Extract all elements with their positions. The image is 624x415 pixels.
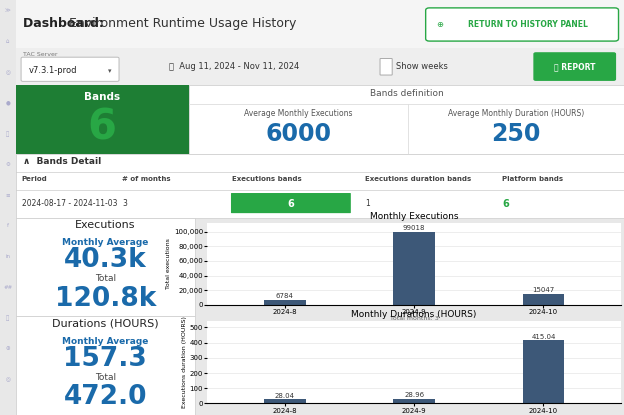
Text: 🔗: 🔗 (6, 315, 9, 321)
Text: Average Monthly Duration (HOURS): Average Monthly Duration (HOURS) (448, 109, 584, 118)
Title: Monthly Durations (HOURS): Monthly Durations (HOURS) (351, 310, 477, 319)
Text: ≡: ≡ (6, 193, 10, 198)
FancyBboxPatch shape (16, 154, 624, 218)
FancyBboxPatch shape (16, 85, 189, 154)
Text: 250: 250 (491, 122, 541, 146)
Text: Executions bands: Executions bands (232, 176, 301, 182)
Text: ▾: ▾ (108, 68, 112, 74)
FancyBboxPatch shape (426, 8, 618, 41)
Text: 28.96: 28.96 (404, 392, 424, 398)
Text: Total: Total (95, 274, 116, 283)
Text: in: in (5, 254, 11, 259)
FancyBboxPatch shape (380, 59, 392, 75)
Title: Monthly Executions: Monthly Executions (370, 212, 459, 221)
Text: Executions: Executions (75, 220, 135, 230)
Text: ≫: ≫ (5, 8, 11, 13)
Text: Durations (HOURS): Durations (HOURS) (52, 318, 158, 328)
Text: 6: 6 (287, 199, 294, 209)
Text: RETURN TO HISTORY PANEL: RETURN TO HISTORY PANEL (468, 20, 588, 29)
Y-axis label: Executions duration (HOURS): Executions duration (HOURS) (182, 317, 187, 408)
Text: 472.0: 472.0 (64, 384, 147, 410)
Text: 6784: 6784 (276, 293, 294, 299)
Text: Average Monthly Executions: Average Monthly Executions (244, 109, 353, 118)
Text: 157.3: 157.3 (64, 346, 147, 372)
Text: Platform bands: Platform bands (502, 176, 563, 182)
Text: 2024-08-17 - 2024-11-03: 2024-08-17 - 2024-11-03 (22, 199, 117, 208)
FancyBboxPatch shape (16, 218, 195, 316)
Text: ⌂: ⌂ (6, 39, 9, 44)
Text: Total: Total (95, 373, 116, 382)
Text: Monthly Average: Monthly Average (62, 337, 149, 346)
Bar (393, 399, 435, 403)
Text: 3: 3 (122, 199, 127, 208)
Text: 🗓  Aug 11, 2024 - Nov 11, 2024: 🗓 Aug 11, 2024 - Nov 11, 2024 (170, 62, 300, 71)
Bar (523, 294, 564, 305)
Text: 1: 1 (366, 199, 370, 208)
Text: 15047: 15047 (532, 287, 555, 293)
Text: Environment Runtime Usage History: Environment Runtime Usage History (69, 17, 296, 30)
Text: Show weeks: Show weeks (396, 62, 448, 71)
Text: ◎: ◎ (6, 70, 10, 75)
Text: v7.3.1-prod: v7.3.1-prod (29, 66, 77, 76)
Text: 👤: 👤 (6, 131, 9, 137)
Text: ⚙: ⚙ (6, 162, 10, 167)
Text: ●: ● (6, 100, 10, 105)
Text: Monthly Average: Monthly Average (62, 238, 149, 247)
Bar (264, 300, 306, 305)
Text: 40.3k: 40.3k (64, 247, 147, 273)
Bar (393, 232, 435, 305)
Text: 415.04: 415.04 (531, 334, 555, 340)
Text: ⊕: ⊕ (437, 20, 444, 29)
Text: # of months: # of months (122, 176, 171, 182)
Text: 28.04: 28.04 (275, 393, 295, 398)
Text: 6000: 6000 (265, 122, 331, 146)
Text: f: f (7, 223, 9, 228)
Text: 6: 6 (502, 199, 509, 209)
Text: ##: ## (3, 285, 12, 290)
Text: Period: Period (22, 176, 47, 182)
Text: Executions duration bands: Executions duration bands (366, 176, 472, 182)
FancyBboxPatch shape (189, 85, 624, 154)
Text: 6: 6 (88, 107, 117, 149)
Text: 📋 REPORT: 📋 REPORT (554, 62, 595, 71)
Bar (264, 399, 306, 403)
Text: 120.8k: 120.8k (55, 286, 156, 312)
Text: Dashboard:: Dashboard: (23, 17, 108, 30)
Text: Bands: Bands (84, 93, 120, 103)
FancyBboxPatch shape (534, 52, 616, 81)
Text: ∧  Bands Detail: ∧ Bands Detail (23, 157, 101, 166)
Text: ◎: ◎ (6, 377, 10, 382)
Bar (523, 340, 564, 403)
FancyBboxPatch shape (16, 0, 624, 48)
Text: ⊕: ⊕ (6, 346, 10, 351)
Text: TAC Server: TAC Server (23, 52, 57, 57)
X-axis label: Total months: 3: Total months: 3 (390, 316, 439, 321)
Y-axis label: Total executions: Total executions (166, 238, 171, 289)
FancyBboxPatch shape (231, 193, 351, 213)
Text: Bands definition: Bands definition (369, 89, 444, 98)
Text: 99018: 99018 (403, 225, 426, 232)
FancyBboxPatch shape (21, 57, 119, 81)
FancyBboxPatch shape (16, 316, 195, 415)
FancyBboxPatch shape (16, 48, 624, 85)
